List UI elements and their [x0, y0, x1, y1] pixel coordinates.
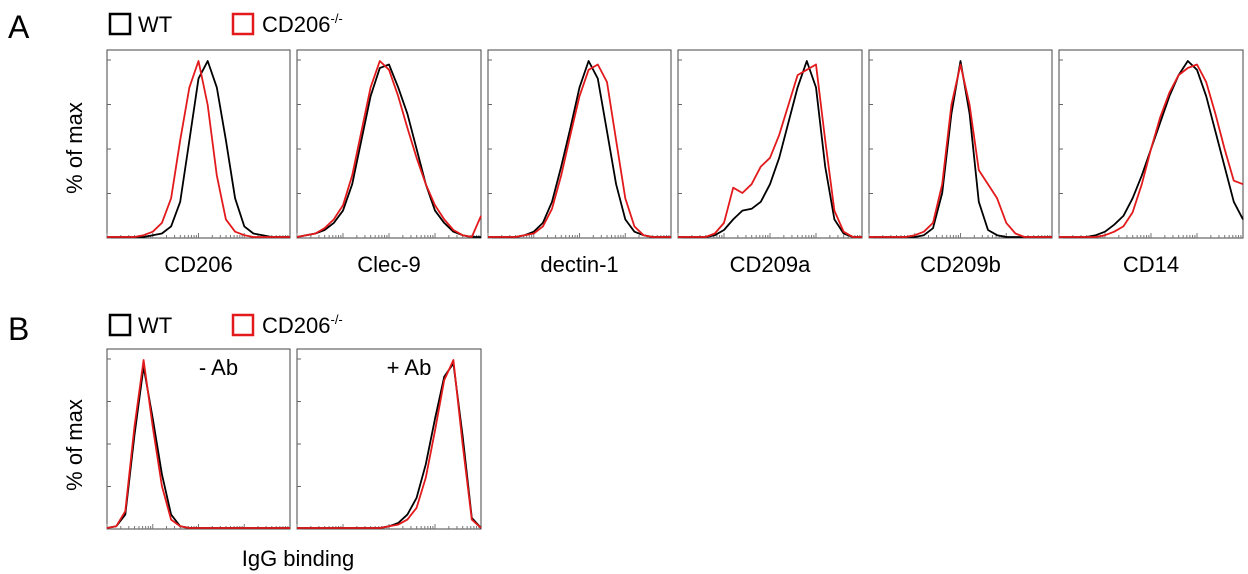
- histogram-plus-ab: + Ab: [296, 348, 482, 530]
- histogram-dectin-1: dectin-1: [487, 49, 672, 277]
- inset-label: + Ab: [387, 355, 432, 380]
- series-line-ko: [297, 359, 482, 529]
- x-axis-label: CD14: [1123, 252, 1179, 277]
- x-axis-label: CD206: [164, 252, 232, 277]
- x-axis-label: dectin-1: [540, 252, 618, 277]
- legend-ko-label: CD206-/-: [262, 11, 343, 37]
- legend-ko-superscript: -/-: [330, 11, 342, 26]
- series-line-ko: [869, 63, 1052, 238]
- panel-a-label: A: [8, 9, 30, 45]
- legend-wt-label: WT: [138, 12, 172, 37]
- histogram-CD209b: CD209b: [868, 49, 1053, 277]
- legend-ko-swatch-b: [231, 313, 255, 337]
- histogram-CD209a: CD209a: [677, 49, 863, 277]
- series-line-ko: [488, 63, 671, 238]
- plot-frame: [868, 49, 1053, 239]
- series-line-ko: [1059, 63, 1244, 238]
- plot-frame: [296, 49, 482, 239]
- series-line-wt: [296, 63, 481, 238]
- inset-label: - Ab: [199, 355, 238, 380]
- histogram-minus-ab: - Ab: [106, 348, 291, 530]
- legend-wt-label-b: WT: [138, 313, 172, 338]
- series-line-ko: [296, 60, 482, 238]
- histogram-CD14: CD14: [1058, 49, 1244, 277]
- legend-ko-superscript-b: -/-: [330, 312, 342, 327]
- histogram-Clec-9: Clec-9: [296, 49, 482, 277]
- legend-ko-base: CD206: [262, 12, 330, 37]
- panel-b-label: B: [8, 311, 29, 347]
- legend-ko-base-b: CD206: [262, 313, 330, 338]
- x-axis-label: CD209b: [920, 252, 1001, 277]
- panel-a-ylabel: % of max: [62, 102, 87, 194]
- legend-ko-swatch: [231, 12, 255, 36]
- plot-frame: [487, 49, 672, 239]
- legend-ko-label-b: CD206-/-: [262, 312, 343, 338]
- x-axis-label: CD209a: [730, 252, 811, 277]
- x-axis-label: Clec-9: [357, 252, 421, 277]
- series-line-ko: [107, 60, 290, 238]
- panel-b-ylabel: % of max: [62, 399, 87, 491]
- legend-wt-swatch: [108, 12, 132, 36]
- legend-wt-swatch-b: [108, 313, 132, 337]
- plot-frame: [1058, 49, 1244, 239]
- plot-frame: [106, 348, 291, 530]
- series-line-ko: [678, 63, 862, 238]
- series-line-ko: [106, 359, 290, 529]
- histogram-plots: CD206 Clec-9 dectin-1 CD209a CD209b CD14 - Ab +…: [106, 49, 1244, 530]
- panel-b-xlabel: IgG binding: [242, 546, 355, 571]
- histogram-CD206: CD206: [106, 49, 291, 277]
